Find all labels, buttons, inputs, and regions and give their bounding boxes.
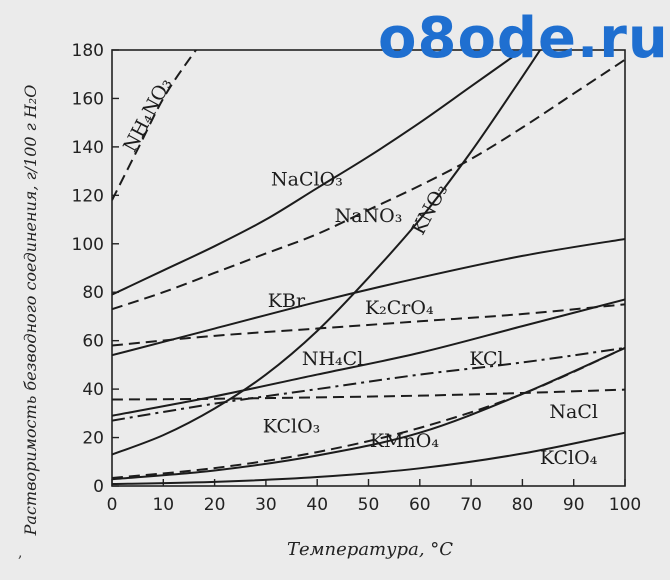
y-tick-label: 180 [72, 41, 104, 61]
x-tick-label: 90 [563, 495, 585, 515]
x-tick-label: 10 [152, 495, 174, 515]
y-tick-label: 140 [72, 138, 104, 158]
series-label-kcl: KCl [469, 348, 503, 370]
series-label-k2cro4: K₂CrO₄ [365, 297, 434, 319]
y-tick-label: 100 [72, 235, 104, 255]
series-label-kbr: KBr [268, 290, 306, 312]
series-label-nacl: NaCl [549, 401, 598, 423]
series-label-kclo3: KClO₃ [263, 416, 321, 438]
y-axis-label: Растворимость безводного соединения, г/1… [21, 85, 40, 537]
x-tick-label: 20 [204, 495, 226, 515]
series-line-kmno4 [112, 347, 625, 481]
y-tick-label: 120 [72, 186, 104, 206]
series-line-nano3 [112, 58, 625, 311]
y-tick-label: 40 [82, 380, 104, 400]
y-tick-label: 60 [82, 332, 104, 352]
x-tick-label: 60 [409, 495, 431, 515]
x-tick-label: 80 [512, 495, 534, 515]
series-label-kmno4: KMnO₄ [370, 430, 439, 452]
series-line-nacl [112, 388, 625, 401]
y-tick-label: 0 [93, 477, 104, 497]
series-line-kno3 [112, 50, 542, 456]
x-tick-label: 100 [609, 495, 641, 515]
x-tick-label: 70 [460, 495, 482, 515]
x-tick-label: 30 [255, 495, 277, 515]
series-line-kcl [112, 346, 625, 422]
y-tick-label: 80 [82, 283, 104, 303]
series-line-nh4no3 [112, 50, 198, 201]
series-line-k2cro4 [112, 303, 625, 347]
y-tick-label: 20 [82, 429, 104, 449]
plot-frame [111, 49, 626, 487]
series-label-nano3: NaNO₃ [335, 205, 403, 227]
axes: 0 10 20 30 40 50 60 70 80 90 100 0 20 40 60 80 100 120 140… [72, 41, 642, 515]
x-tick-label: 0 [107, 495, 118, 515]
series-line-kbr [112, 237, 625, 357]
series-line-kclo4 [112, 431, 625, 486]
series-label-nh4no3: NH₄NO₃ [119, 74, 176, 156]
series-layer [112, 50, 625, 486]
series-label-naclo3: NaClO₃ [271, 169, 343, 191]
series-label-kclo4: KClO₄ [540, 447, 598, 469]
watermark-logo: o8ode.ru [378, 6, 669, 71]
series-line-naclo3 [112, 50, 523, 296]
x-tick-label: 50 [358, 495, 380, 515]
x-axis-label: Температура, °C [287, 539, 453, 560]
y-tick-label: 160 [72, 89, 104, 109]
x-tick-label: 40 [306, 495, 328, 515]
stray-mark: , [18, 545, 23, 561]
series-label-nh4cl: NH₄Cl [302, 348, 363, 370]
